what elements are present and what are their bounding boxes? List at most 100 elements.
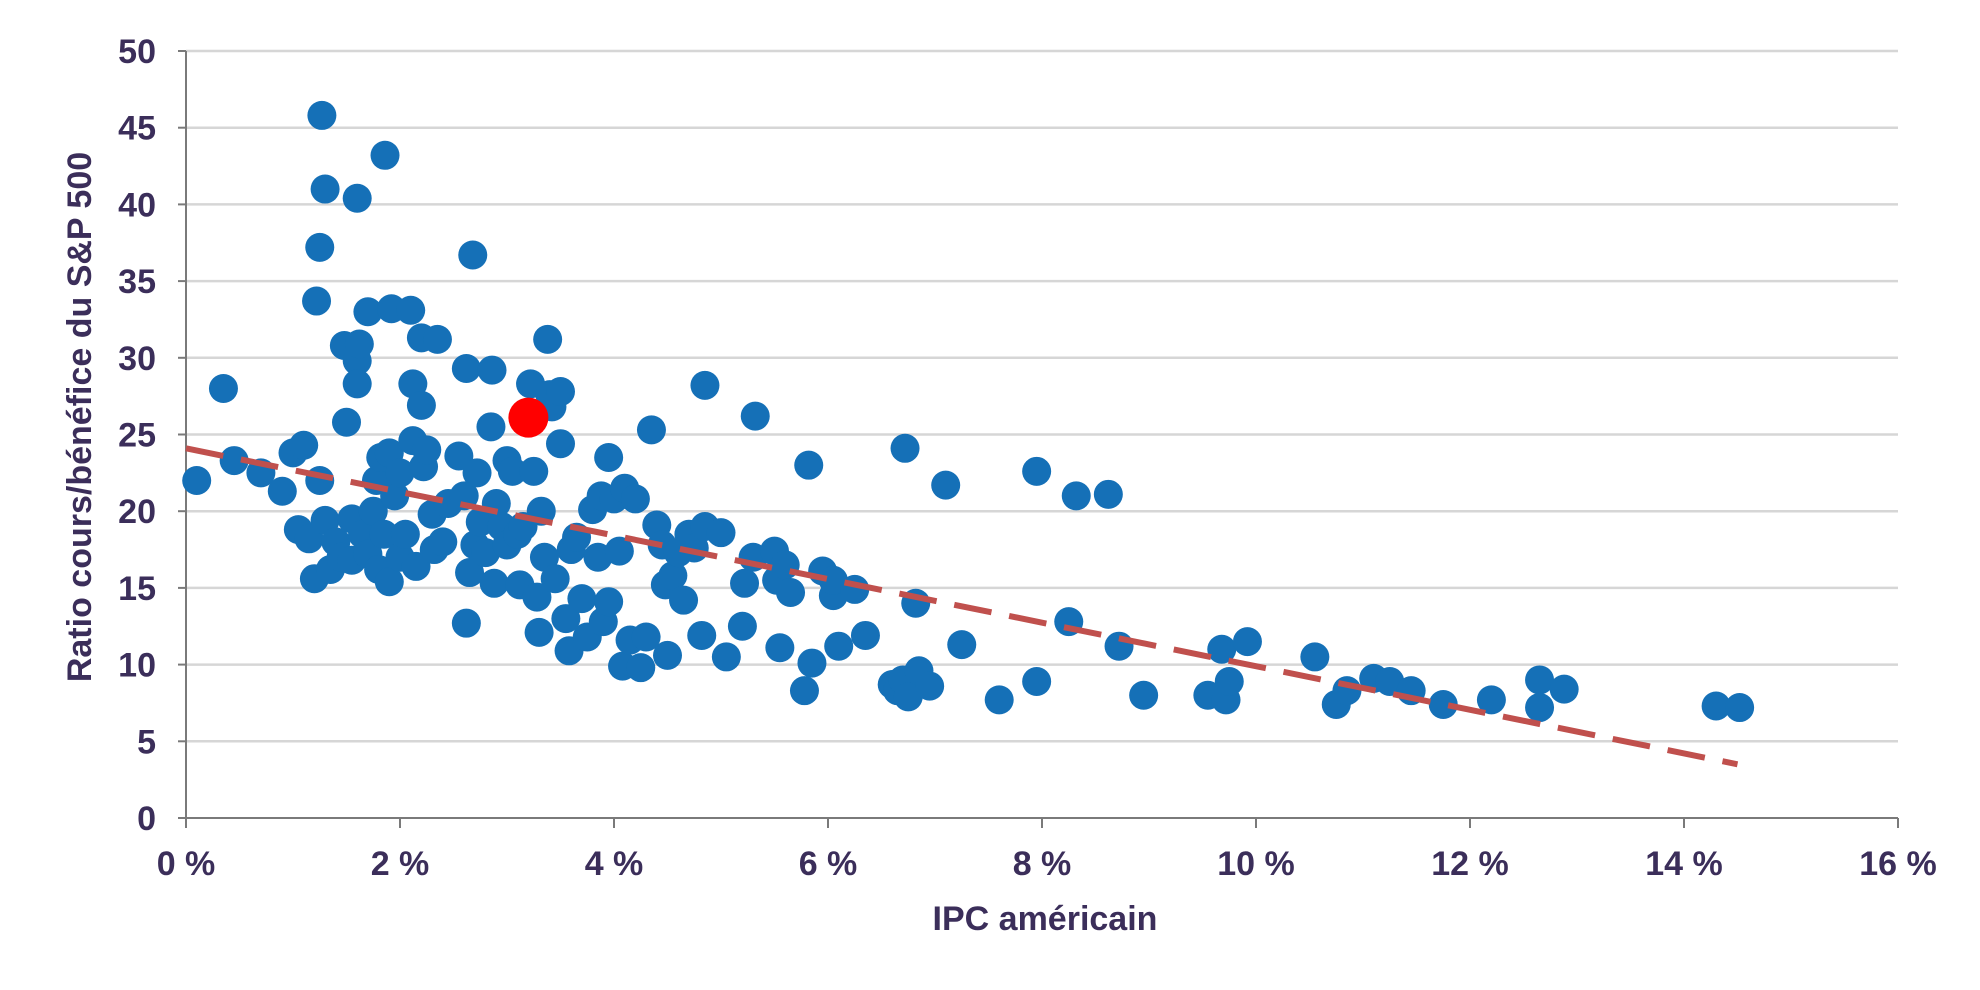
data-point (706, 518, 736, 548)
data-point (546, 429, 575, 459)
y-tick-label: 15 (118, 570, 156, 608)
y-tick-label: 10 (118, 647, 156, 685)
data-point (1022, 666, 1052, 696)
data-point (182, 466, 212, 496)
data-point (455, 558, 485, 588)
data-point (219, 446, 249, 476)
data-point (444, 441, 474, 471)
data-point (594, 443, 624, 473)
data-point (310, 174, 340, 204)
data-point (551, 604, 581, 634)
y-tick-label: 50 (118, 33, 156, 71)
y-tick-label: 30 (118, 340, 156, 378)
data-point (451, 608, 481, 638)
data-point (604, 536, 634, 566)
data-point (740, 401, 770, 431)
data-point (1476, 685, 1506, 715)
data-point (1725, 693, 1755, 723)
x-tick-label: 8 % (1013, 845, 1072, 883)
x-axis-ticks: 0 % 2 % 4 % 6 % 8 % 10 % 12 % 14 % 16 % (157, 818, 1937, 883)
trendline-group (185, 445, 1739, 768)
data-point (428, 527, 458, 557)
data-point (1232, 627, 1262, 657)
data-point (497, 456, 527, 486)
data-point (374, 567, 404, 597)
data-point (307, 100, 337, 130)
data-point (208, 373, 238, 403)
data-point (412, 435, 442, 465)
data-point (1525, 665, 1555, 695)
data-point (626, 653, 656, 683)
data-point (540, 564, 570, 594)
data-point (533, 324, 563, 354)
x-tick-label: 12 % (1431, 845, 1509, 883)
data-point (302, 286, 332, 316)
gridlines (186, 49, 1898, 743)
data-point (370, 140, 400, 170)
y-tick-label: 35 (118, 263, 156, 301)
data-point (1525, 693, 1555, 723)
data-point (451, 354, 481, 384)
data-point (620, 484, 650, 514)
data-point (449, 481, 479, 511)
data-point (342, 369, 372, 399)
data-point (567, 584, 597, 614)
data-point (396, 295, 426, 325)
data-point (636, 415, 666, 445)
data-point (893, 682, 923, 712)
data-point (458, 240, 488, 270)
data-point (690, 370, 720, 400)
data-point (797, 648, 827, 678)
y-tick-label: 20 (118, 493, 156, 531)
data-point (1549, 674, 1579, 704)
data-point (477, 355, 507, 385)
data-point (529, 542, 559, 572)
y-tick-label: 45 (118, 110, 156, 148)
highlight-point (508, 397, 549, 438)
data-point (711, 642, 741, 672)
highlight-group (508, 397, 549, 438)
data-point (358, 496, 388, 526)
data-point (1214, 666, 1244, 696)
x-tick-label: 0 % (157, 845, 216, 883)
data-point (794, 450, 824, 480)
data-point (422, 324, 452, 354)
data-point (658, 561, 688, 591)
data-point (353, 297, 383, 327)
y-tick-label: 5 (137, 723, 156, 761)
data-point (890, 433, 920, 463)
data-point (789, 676, 819, 706)
data-point (824, 631, 854, 661)
x-tick-label: 4 % (585, 845, 644, 883)
data-point (332, 407, 361, 437)
data-point (1061, 481, 1091, 511)
x-tick-label: 14 % (1645, 845, 1723, 883)
data-point (915, 671, 945, 701)
data-point (546, 377, 575, 407)
data-point (406, 390, 436, 420)
data-point (1332, 676, 1362, 706)
data-point (385, 458, 415, 488)
data-points (182, 100, 1755, 723)
data-point (1207, 634, 1237, 664)
data-point (631, 622, 661, 652)
data-point (1701, 691, 1731, 721)
data-point (850, 620, 880, 650)
data-point (1022, 456, 1052, 486)
data-point (1093, 479, 1123, 509)
data-point (289, 430, 319, 460)
data-point (369, 519, 399, 549)
y-tick-label: 0 (137, 800, 156, 838)
y-axis-ticks: 0 5 10 15 20 25 30 35 40 45 50 (118, 33, 186, 838)
data-point (1300, 642, 1330, 672)
data-point (1104, 631, 1134, 661)
x-tick-label: 2 % (371, 845, 430, 883)
data-point (524, 617, 554, 647)
trendline (185, 445, 1739, 768)
y-tick-label: 25 (118, 417, 156, 455)
data-point (931, 470, 961, 500)
y-tick-label: 40 (118, 186, 156, 224)
data-point (765, 633, 795, 663)
x-tick-label: 10 % (1217, 845, 1295, 883)
data-point (776, 578, 806, 608)
